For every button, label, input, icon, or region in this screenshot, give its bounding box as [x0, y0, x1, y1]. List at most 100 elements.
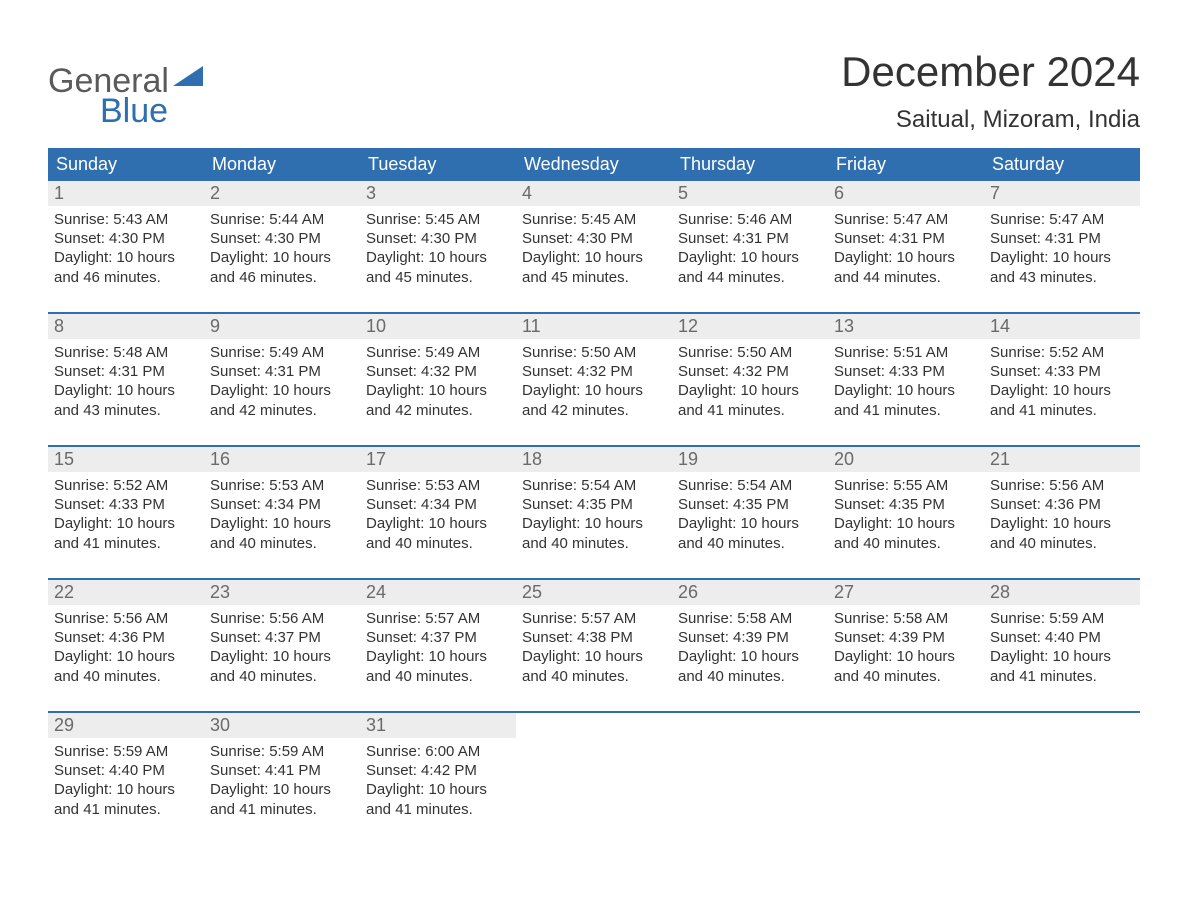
calendar-week: 29Sunrise: 5:59 AMSunset: 4:40 PMDayligh…	[48, 711, 1140, 834]
day-sunset: Sunset: 4:42 PM	[366, 761, 510, 780]
calendar-day: 28Sunrise: 5:59 AMSunset: 4:40 PMDayligh…	[984, 580, 1140, 701]
page-header: General Blue December 2024 Saitual, Mizo…	[48, 48, 1140, 134]
day-d1: Daylight: 10 hours	[834, 248, 978, 267]
day-sunrise: Sunrise: 5:49 AM	[210, 343, 354, 362]
day-number: 18	[522, 449, 542, 469]
day-number: 16	[210, 449, 230, 469]
day-sunrise: Sunrise: 5:56 AM	[54, 609, 198, 628]
day-body: Sunrise: 5:52 AMSunset: 4:33 PMDaylight:…	[48, 472, 204, 568]
day-d1: Daylight: 10 hours	[990, 647, 1134, 666]
day-number-row: 7	[984, 181, 1140, 206]
calendar-day: 19 Sunrise: 5:54 AMSunset: 4:35 PMDayligh…	[672, 447, 828, 568]
day-body: Sunrise: 5:49 AMSunset: 4:32 PMDaylight:…	[360, 339, 516, 435]
day-number-row: 12	[672, 314, 828, 339]
day-sunset: Sunset: 4:40 PM	[54, 761, 198, 780]
day-d1: Daylight: 10 hours	[366, 248, 510, 267]
day-number-row: 31	[360, 713, 516, 738]
day-d2: and 41 minutes.	[990, 401, 1134, 420]
day-sunset: Sunset: 4:30 PM	[54, 229, 198, 248]
day-number: 21	[990, 449, 1010, 469]
day-body	[672, 717, 828, 813]
day-number: 19	[678, 449, 698, 469]
day-number-row: 14	[984, 314, 1140, 339]
day-number: 22	[54, 582, 74, 602]
day-header: Monday	[204, 148, 360, 181]
day-number-row: 30	[204, 713, 360, 738]
day-number-row: 29	[48, 713, 204, 738]
calendar-day: 3Sunrise: 5:45 AMSunset: 4:30 PMDaylight…	[360, 181, 516, 302]
day-body: Sunrise: 5:59 AMSunset: 4:40 PMDaylight:…	[984, 605, 1140, 701]
day-sunrise: Sunrise: 5:51 AM	[834, 343, 978, 362]
day-d2: and 41 minutes.	[678, 401, 822, 420]
day-sunrise: Sunrise: 5:58 AM	[678, 609, 822, 628]
calendar-week: 15 Sunrise: 5:52 AMSunset: 4:33 PMDayligh…	[48, 445, 1140, 568]
calendar-day	[984, 713, 1140, 834]
day-sunrise: Sunrise: 5:52 AM	[990, 343, 1134, 362]
day-sunrise: Sunrise: 5:48 AM	[54, 343, 198, 362]
day-number: 25	[522, 582, 542, 602]
day-number-row: 8	[48, 314, 204, 339]
calendar-day: 12Sunrise: 5:50 AMSunset: 4:32 PMDayligh…	[672, 314, 828, 435]
day-sunset: Sunset: 4:34 PM	[210, 495, 354, 514]
day-number-row: 25	[516, 580, 672, 605]
day-body: Sunrise: 5:58 AMSunset: 4:39 PMDaylight:…	[828, 605, 984, 701]
day-sunrise: Sunrise: 5:58 AM	[834, 609, 978, 628]
calendar-day: 30Sunrise: 5:59 AMSunset: 4:41 PMDayligh…	[204, 713, 360, 834]
day-d2: and 42 minutes.	[522, 401, 666, 420]
day-d2: and 41 minutes.	[54, 534, 198, 553]
day-number: 2	[210, 183, 220, 203]
day-d1: Daylight: 10 hours	[54, 514, 198, 533]
day-sunrise: Sunrise: 5:52 AM	[54, 476, 198, 495]
day-sunrise: Sunrise: 5:57 AM	[366, 609, 510, 628]
day-number-row: 5	[672, 181, 828, 206]
brand-part2: Blue	[100, 94, 168, 128]
day-header: Sunday	[48, 148, 204, 181]
day-sunrise: Sunrise: 5:46 AM	[678, 210, 822, 229]
day-number-row: 18	[516, 447, 672, 472]
calendar: Sunday Monday Tuesday Wednesday Thursday…	[48, 148, 1140, 834]
title-block: December 2024 Saitual, Mizoram, India	[841, 48, 1140, 134]
day-d1: Daylight: 10 hours	[54, 780, 198, 799]
day-body	[984, 717, 1140, 813]
day-sunrise: Sunrise: 5:53 AM	[210, 476, 354, 495]
day-sunset: Sunset: 4:39 PM	[834, 628, 978, 647]
day-d2: and 40 minutes.	[522, 667, 666, 686]
day-sunset: Sunset: 4:37 PM	[366, 628, 510, 647]
day-sunset: Sunset: 4:39 PM	[678, 628, 822, 647]
day-number: 15	[54, 449, 74, 469]
day-d1: Daylight: 10 hours	[678, 514, 822, 533]
day-body: Sunrise: 6:00 AMSunset: 4:42 PMDaylight:…	[360, 738, 516, 834]
calendar-day: 16 Sunrise: 5:53 AMSunset: 4:34 PMDayligh…	[204, 447, 360, 568]
day-body: Sunrise: 5:58 AMSunset: 4:39 PMDaylight:…	[672, 605, 828, 701]
day-d2: and 46 minutes.	[54, 268, 198, 287]
day-sunset: Sunset: 4:35 PM	[522, 495, 666, 514]
day-sunrise: Sunrise: 5:47 AM	[834, 210, 978, 229]
day-number: 27	[834, 582, 854, 602]
day-sunset: Sunset: 4:30 PM	[210, 229, 354, 248]
day-d1: Daylight: 10 hours	[54, 248, 198, 267]
day-d2: and 40 minutes.	[366, 667, 510, 686]
calendar-day: 11Sunrise: 5:50 AMSunset: 4:32 PMDayligh…	[516, 314, 672, 435]
calendar-week: 8Sunrise: 5:48 AMSunset: 4:31 PMDaylight…	[48, 312, 1140, 435]
day-d2: and 40 minutes.	[210, 667, 354, 686]
calendar-day: 4Sunrise: 5:45 AMSunset: 4:30 PMDaylight…	[516, 181, 672, 302]
calendar-day: 31Sunrise: 6:00 AMSunset: 4:42 PMDayligh…	[360, 713, 516, 834]
day-sunrise: Sunrise: 6:00 AM	[366, 742, 510, 761]
day-body: Sunrise: 5:54 AMSunset: 4:35 PMDaylight:…	[672, 472, 828, 568]
day-number-row: 15	[48, 447, 204, 472]
calendar-day: 10Sunrise: 5:49 AMSunset: 4:32 PMDayligh…	[360, 314, 516, 435]
day-d1: Daylight: 10 hours	[678, 381, 822, 400]
day-sunset: Sunset: 4:30 PM	[522, 229, 666, 248]
calendar-day: 22Sunrise: 5:56 AMSunset: 4:36 PMDayligh…	[48, 580, 204, 701]
day-sunrise: Sunrise: 5:59 AM	[210, 742, 354, 761]
day-body: Sunrise: 5:57 AMSunset: 4:37 PMDaylight:…	[360, 605, 516, 701]
day-sunset: Sunset: 4:35 PM	[678, 495, 822, 514]
day-d2: and 46 minutes.	[210, 268, 354, 287]
calendar-day: 14Sunrise: 5:52 AMSunset: 4:33 PMDayligh…	[984, 314, 1140, 435]
day-sunrise: Sunrise: 5:59 AM	[54, 742, 198, 761]
calendar-day: 9Sunrise: 5:49 AMSunset: 4:31 PMDaylight…	[204, 314, 360, 435]
day-sunrise: Sunrise: 5:54 AM	[522, 476, 666, 495]
day-number-row: 10	[360, 314, 516, 339]
day-d1: Daylight: 10 hours	[210, 514, 354, 533]
day-d2: and 41 minutes.	[834, 401, 978, 420]
